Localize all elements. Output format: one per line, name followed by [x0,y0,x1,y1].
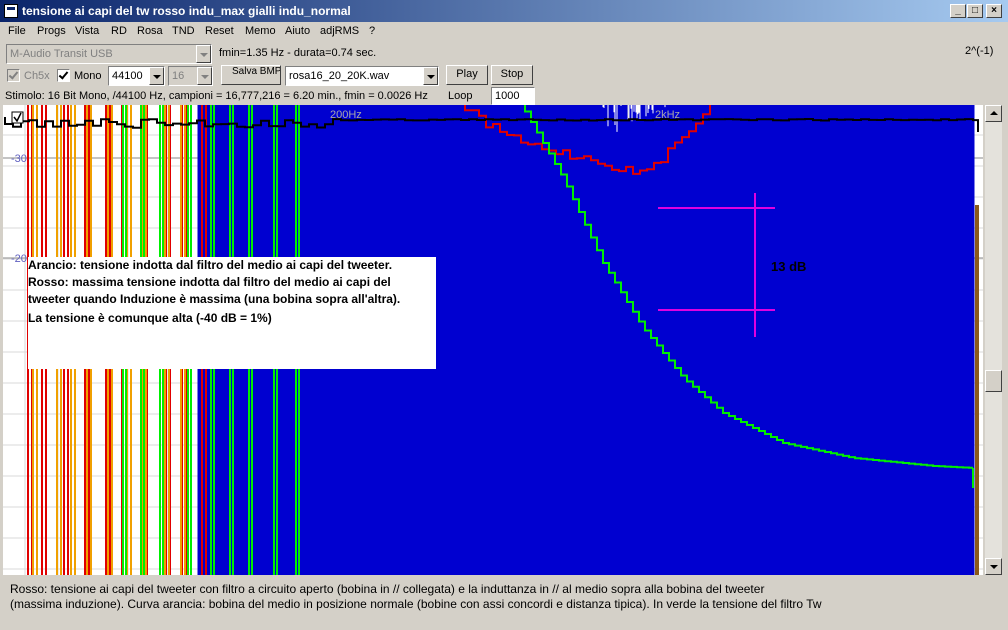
x-tick-label: 2kHz [655,109,680,121]
app-icon[interactable] [4,4,18,18]
chevron-down-icon[interactable] [149,67,164,85]
vertical-scrollbar[interactable] [985,105,1002,575]
note-rosso: Rosso: massima tensione indotta dal filt… [28,275,401,306]
scroll-down-button[interactable] [985,558,1002,575]
check-icon [13,112,22,123]
close-button[interactable]: × [986,4,1002,18]
wav-file-value: rosa16_20_20K.wav [289,70,390,82]
menu-vista[interactable]: Vista [75,25,100,37]
loop-label: Loop [448,90,473,102]
brown-bar [975,205,979,575]
curves [4,105,979,575]
menu-rd[interactable]: RD [111,25,127,37]
menu-rosa[interactable]: Rosa [137,25,163,37]
note-arancio: Arancio: tensione indotta dal filtro del… [28,258,393,272]
mono-label: Mono [74,70,102,82]
caption-line-1: Rosso: tensione ai capi del tweeter con … [10,582,765,596]
minimize-button[interactable]: _ [950,4,966,18]
annotation-label: 13 dB [771,259,806,274]
y-tick-label: -30 [11,153,27,165]
stimolo-info: Stimolo: 16 Bit Mono, /44100 Hz, campion… [5,90,428,102]
note-tensione: La tensione è comunque alta (-40 dB = 1%… [28,311,272,325]
menu-adjrms[interactable]: adjRMS [320,25,360,37]
play-button[interactable]: Play [446,65,488,85]
menu-bar: File Progs Vista RD Rosa TND Reset Memo … [0,22,1008,40]
green-curve [524,105,973,469]
stop-button[interactable]: Stop [491,65,533,85]
samplerate-select[interactable]: 44100 [108,66,165,86]
wav-file-select[interactable]: rosa16_20_20K.wav [285,66,439,86]
chevron-down-icon[interactable] [196,45,211,63]
caption: Rosso: tensione ai capi del tweeter con … [10,582,1000,612]
mono-checkbox[interactable] [57,69,70,82]
window-title: tensione ai capi del tw rosso indu_max g… [22,4,351,18]
caption-line-2: (massima induzione). Curva arancia: bobi… [10,597,822,611]
maximize-button[interactable]: □ [967,4,983,18]
scroll-up-button[interactable] [985,105,1002,122]
samplerate-value: 44100 [112,70,143,82]
exponent-label: 2^(-1) [965,45,994,57]
y-tick-label: -20 [11,253,27,265]
loop-input[interactable]: 1000 [491,87,535,105]
marker-box [11,111,24,124]
x-tick-label: 200Hz [330,109,362,121]
black-curve [4,117,979,132]
chart-note: Arancio: tensione indotta dal filtro del… [28,257,436,369]
chevron-down-icon[interactable] [423,67,438,85]
menu-file[interactable]: File [8,25,26,37]
annotations: 13 dB [658,193,806,337]
fmin-info: fmin=1.35 Hz - durata=0.74 sec. [219,47,377,59]
menu-memo[interactable]: Memo [245,25,276,37]
chevron-down-icon[interactable] [197,67,212,85]
red-curve [464,105,711,175]
menu-aiuto[interactable]: Aiuto [285,25,311,37]
device-select-value: M-Audio Transit USB [10,48,113,60]
ch5x-checkbox[interactable] [7,69,20,82]
bits-value: 16 [172,70,185,82]
device-select[interactable]: M-Audio Transit USB [6,44,212,64]
bits-select[interactable]: 16 [168,66,213,86]
menu-help[interactable]: ? [369,25,376,37]
ch5x-label: Ch5x [24,70,50,82]
menu-progs[interactable]: Progs [37,25,66,37]
menu-tnd[interactable]: TND [172,25,195,37]
salva-bmp-button[interactable]: Salva BMP [221,65,281,85]
scroll-thumb[interactable] [985,370,1002,392]
title-bar: tensione ai capi del tw rosso indu_max g… [0,0,1008,22]
menu-reset[interactable]: Reset [205,25,234,37]
